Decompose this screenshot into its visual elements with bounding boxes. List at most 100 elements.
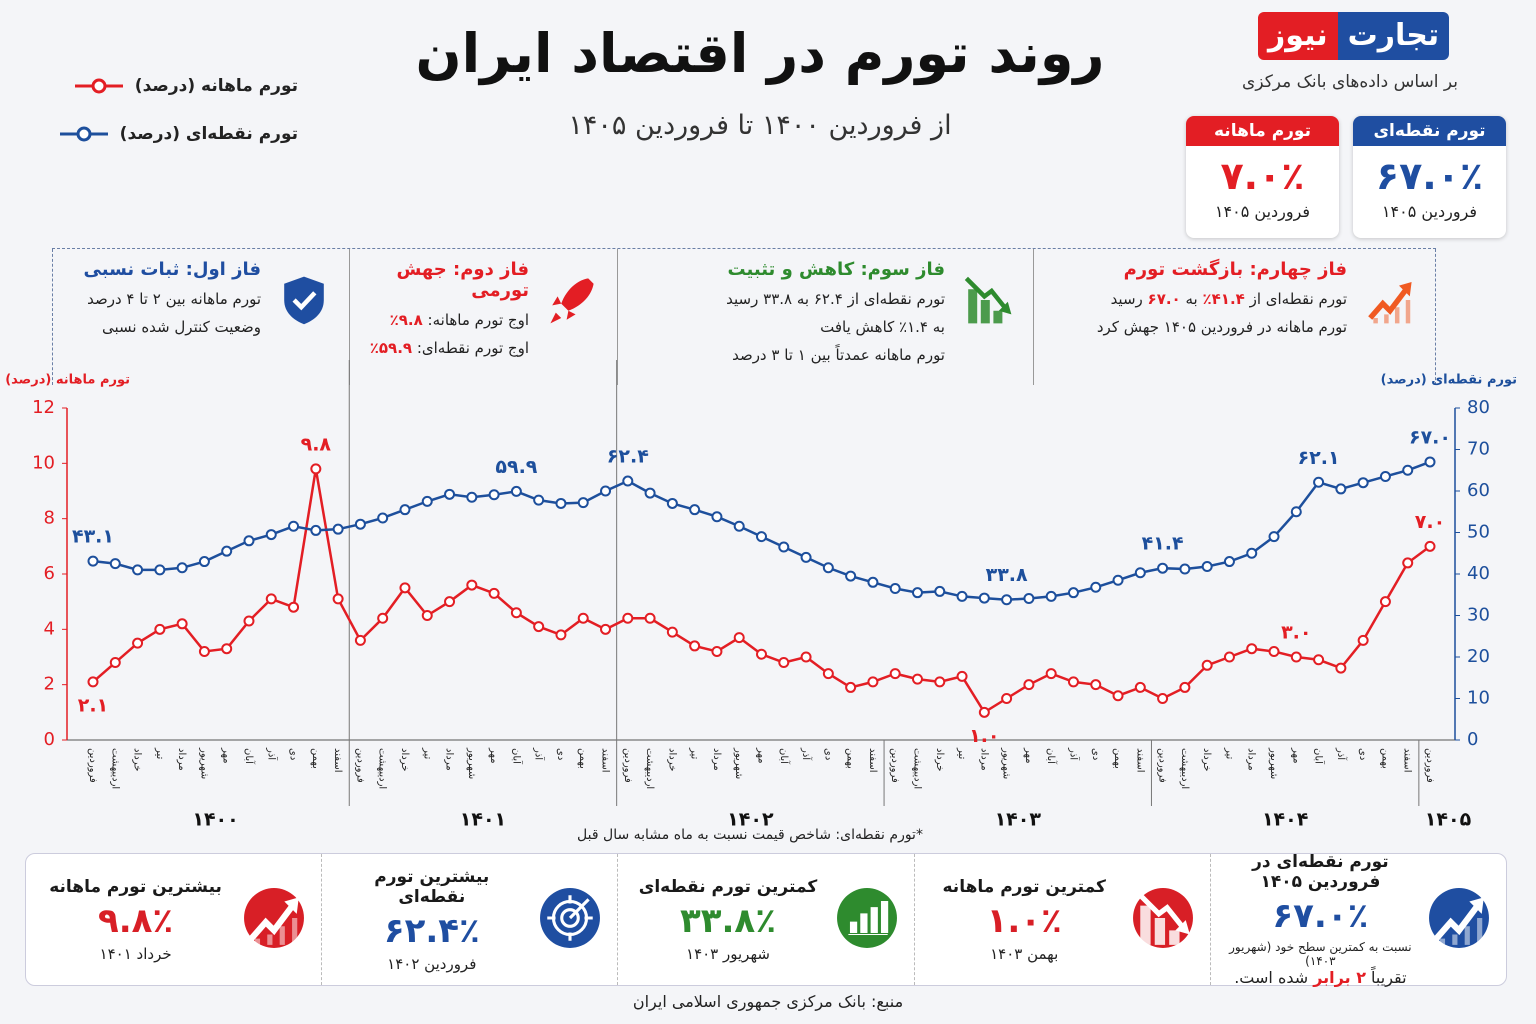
icon-shape [1399, 282, 1412, 297]
y-tick-label: 8 [44, 508, 55, 529]
icon-shape [1140, 905, 1180, 945]
data-point [265, 593, 277, 605]
data-point [354, 518, 366, 530]
stat-note-part: تقریباً [1365, 968, 1407, 987]
data-point [399, 582, 411, 594]
icon-shape [550, 296, 576, 324]
x-tick-label: مهر [488, 747, 499, 763]
data-point [600, 485, 612, 497]
y2-tick-label: 30 [1467, 605, 1490, 626]
x-tick-label: اردیبهشت [911, 748, 922, 789]
data-point [1134, 567, 1146, 579]
icon-shape [1433, 903, 1481, 941]
year-label: ۱۴۰۰ [192, 809, 238, 831]
legend-label: تورم نقطه‌ای (درصد) [119, 124, 298, 144]
x-tick-label: مرداد [711, 748, 722, 771]
card-value: ۷.۰٪ [1220, 154, 1305, 198]
data-point [956, 670, 968, 682]
data-point [109, 558, 121, 570]
stat-text: بیشترین تورم ماهانه ۹.۸٪ خرداد ۱۴۰۱ [42, 877, 229, 963]
phase-text-part: اوج تورم نقطه‌ای: [412, 339, 529, 357]
data-point [243, 535, 255, 547]
data-point [221, 545, 233, 557]
icon-shape [292, 291, 317, 311]
data-point [265, 529, 277, 541]
data-point [733, 632, 745, 644]
phase-icon-wrap [277, 259, 331, 385]
data-point [1157, 562, 1169, 574]
data-point [87, 555, 99, 567]
data-point [978, 592, 990, 604]
source-note: بر اساس داده‌های بانک مرکزی [1242, 72, 1458, 92]
phase-line: تورم ماهانه عمدتاً بین ۱ تا ۳ درصد [726, 346, 945, 364]
data-point [154, 564, 166, 576]
data-point [1090, 581, 1102, 593]
legend-entry: تورم ماهانه (درصد) [38, 62, 298, 110]
phase-text: فاز اول: ثبات نسبی تورم ماهانه بین ۲ تا ۴… [84, 259, 261, 385]
y-tick-label: 2 [44, 674, 55, 695]
data-point [221, 643, 233, 655]
data-point [689, 640, 701, 652]
icon-shape [560, 907, 581, 928]
data-point [778, 541, 790, 553]
data-point [488, 489, 500, 501]
stat-date: شهریور ۱۴۰۳ [686, 944, 770, 963]
y-tick-label: 12 [32, 397, 55, 418]
x-tick-label: خرداد [399, 748, 410, 771]
stat-title: تورم نقطه‌ای در فروردین ۱۴۰۵ [1252, 852, 1389, 892]
icon-shape [284, 276, 324, 325]
phases: فاز اول: ثبات نسبی تورم ماهانه بین ۲ تا ۴… [52, 248, 1436, 385]
x-tick-label: اردیبهشت [377, 748, 388, 789]
data-point [176, 562, 188, 574]
phase-text-part: ۴۱.۴٪ [1202, 290, 1245, 308]
data-point [555, 497, 567, 509]
data-point [1157, 693, 1169, 704]
data-point [132, 564, 144, 576]
x-tick-label: آذر [1067, 747, 1080, 761]
data-point [1290, 506, 1302, 518]
data-point [399, 504, 411, 516]
phase-text-part: تورم نقطه‌ای از ۶۲.۴ به ۳۳.۸ رسید [726, 290, 945, 308]
icon-shape [561, 278, 594, 311]
stat-title: بیشترین تورم ماهانه [49, 876, 222, 897]
phase-title: فاز سوم: کاهش و تثبیت [727, 259, 945, 280]
y-axis-label: تورم ماهانه (درصد) [5, 373, 130, 388]
data-point [87, 676, 99, 688]
data-point [332, 593, 344, 605]
data-point [1067, 587, 1079, 599]
data-point [1001, 693, 1013, 704]
data-point [934, 585, 946, 597]
x-tick-label: شهریور [1001, 747, 1012, 779]
x-tick-label: خرداد [132, 748, 143, 771]
x-tick-label: شهریور [198, 747, 209, 779]
data-point [845, 570, 857, 582]
stat-value: ۶۷.۰٪ [1272, 896, 1369, 936]
phase-line: وضعیت کنترل شده نسبی [84, 318, 261, 336]
data-point [1268, 645, 1280, 657]
stat-icon [1428, 887, 1490, 953]
x-tick-label: فروردین [889, 748, 900, 783]
x-tick-label: مهر [221, 747, 232, 763]
data-point [1179, 681, 1191, 693]
y2-tick-label: 70 [1467, 439, 1490, 460]
legend: تورم ماهانه (درصد) تورم نقطه‌ای (درصد) [38, 62, 298, 158]
x-tick-label: فروردین [1424, 748, 1435, 783]
icon-shape [968, 289, 1003, 324]
data-point [1424, 456, 1436, 468]
stat: کمترین تورم نقطه‌ای ۳۳.۸٪ شهریور ۱۴۰۳ [617, 854, 913, 985]
x-tick-label: تیر [154, 747, 165, 760]
phase-text-part: تورم ماهانه در فروردین ۱۴۰۵ جهش کرد [1096, 318, 1347, 336]
stat-text: تورم نقطه‌ای در فروردین ۱۴۰۵ ۶۷.۰٪ نسبت به… [1227, 852, 1414, 987]
brand-part: تجارت [1337, 12, 1450, 60]
data-point [1313, 476, 1325, 488]
data-point [666, 497, 678, 509]
data-point [198, 556, 210, 568]
data-point [733, 520, 745, 532]
data-point [1045, 590, 1057, 602]
phase: فاز سوم: کاهش و تثبیت تورم نقطه‌ای از ۶۲.… [617, 249, 1033, 385]
data-point [377, 612, 389, 624]
phase-line: تورم نقطه‌ای از ۴۱.۴٪ به ۶۷.۰ رسید [1097, 290, 1347, 308]
phase-text: فاز دوم: جهش تورمی اوج تورم ماهانه: ۹.۸٪ ا… [360, 259, 529, 385]
phase-text-part: تورم نقطه‌ای از [1244, 290, 1347, 308]
data-point [466, 579, 478, 591]
